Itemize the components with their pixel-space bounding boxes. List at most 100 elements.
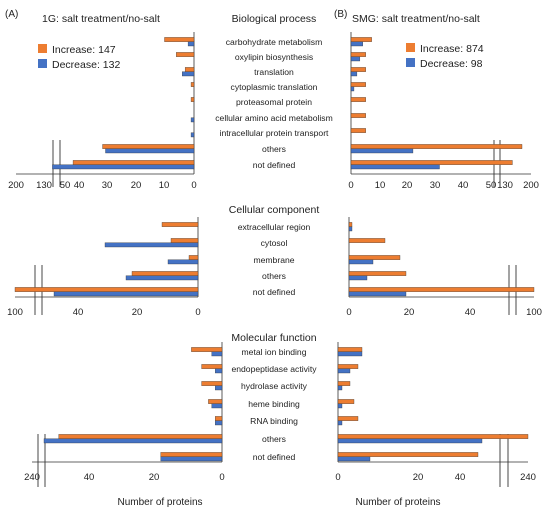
category-label: carbohydrate metabolism [226,37,323,47]
left-tick-label: 240 [24,472,40,483]
x-axis-label-right: Number of proteins [355,497,440,508]
right-bar-increase [337,452,479,457]
left-bar-decrease [160,456,223,462]
left-bar-increase [58,434,223,439]
legend-left-decrease-swatch [38,59,47,68]
category-label: RNA binding [250,416,298,426]
category-label: cellular amino acid metabolism [215,113,333,123]
right-bar-decrease [337,456,371,462]
right-tick-label: 0 [346,307,351,318]
section-title-bp: Biological process [232,13,317,25]
left-bar-decrease [190,132,195,138]
category-label: cytoplasmic translation [231,82,318,92]
category-label: proteasomal protein [236,97,312,107]
legend-left-decrease-label: Decrease: 132 [52,59,120,71]
right-bar-decrease [337,351,363,357]
left-bar-decrease [215,385,223,391]
right-tick-label: 100 [526,307,542,318]
left-bar-decrease [53,291,199,297]
chart-marks: carbohydrate metabolism oxylipin biosynth… [7,32,542,487]
right-bar-increase [350,128,366,133]
right-bar-increase [348,271,407,276]
left-tick-label: 100 [7,307,23,318]
left-tick-label: 20 [131,180,142,191]
category-label: others [262,144,286,154]
category-label: heme binding [248,399,300,409]
right-bar-increase [337,347,363,352]
right-bar-increase [350,67,366,72]
left-bar-increase [208,399,223,404]
left-bar-increase [215,416,223,421]
right-bar-decrease [350,56,361,62]
right-bar-decrease [337,368,351,374]
left-bar-increase [201,364,223,369]
right-tick-label: 40 [455,472,466,483]
left-bar-increase [176,52,195,57]
section-title-mf: Molecular function [231,332,316,344]
left-bar-increase [160,452,223,457]
panel-label-right: (B) [334,9,347,20]
category-label: not defined [253,160,296,170]
category-label: others [262,434,286,444]
right-tick-label: 0 [348,180,353,191]
category-label: oxylipin biosynthesis [235,52,313,62]
right-bar-increase [337,399,355,404]
left-bar-decrease [215,368,223,374]
left-bar-increase [190,97,195,102]
category-label: not defined [253,452,296,462]
left-tick-label: 40 [73,307,84,318]
left-bar-increase [201,381,223,386]
left-tick-label: 0 [195,307,200,318]
category-label: endopeptidase activity [231,364,317,374]
right-bar-increase [350,37,372,42]
legend-right: Increase: 874 Decrease: 98 [406,43,484,70]
right-bar-increase [350,97,366,102]
left-bar-increase [161,222,199,227]
right-tick-label: 40 [458,180,469,191]
right-tick-label: 240 [520,472,536,483]
legend-right-decrease-label: Decrease: 98 [420,58,483,70]
right-bar-decrease [348,291,407,297]
right-bar-decrease [337,420,343,426]
legend-left-increase-label: Increase: 147 [52,44,116,56]
left-tick-label: 130 [36,180,52,191]
section-title-cc: Cellular component [229,204,320,216]
left-bar-decrease [167,259,199,265]
right-bar-decrease [350,148,414,154]
right-tick-label: 30 [430,180,441,191]
right-tick-label: 20 [402,180,413,191]
right-bar-decrease [350,41,363,47]
right-bar-increase [337,364,359,369]
left-tick-label: 40 [84,472,95,483]
left-bar-decrease [211,351,223,357]
category-label: metal ion binding [242,347,307,357]
left-tick-label: 20 [149,472,160,483]
left-bar-increase [164,37,195,42]
left-bar-increase [102,144,195,149]
left-bar-decrease [43,438,223,444]
right-bar-increase [350,144,523,149]
right-bar-decrease [350,86,355,92]
right-bar-decrease [337,403,343,409]
left-tick-label: 0 [219,472,224,483]
category-label: others [262,271,286,281]
right-title: SMG: salt treatment/no-salt [352,13,480,25]
left-tick-label: 10 [159,180,170,191]
right-bar-increase [350,52,366,57]
left-tick-label: 0 [191,180,196,191]
right-tick-label: 50 [486,180,497,191]
left-bar-increase [191,347,223,352]
right-bar-decrease [348,259,374,265]
right-bar-increase [350,113,366,118]
right-bar-increase [348,238,386,243]
right-tick-label: 20 [413,472,424,483]
category-label: extracellular region [238,222,311,232]
panel-label-left: (A) [5,9,18,20]
right-bar-increase [337,434,529,439]
category-label: translation [254,67,294,77]
right-tick-label: 130 [497,180,513,191]
right-bar-increase [348,255,401,260]
right-tick-label: 20 [404,307,415,318]
left-bar-increase [131,271,199,276]
right-tick-label: 10 [375,180,386,191]
